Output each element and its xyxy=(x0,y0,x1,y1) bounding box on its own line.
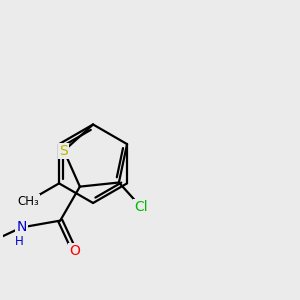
Text: S: S xyxy=(59,144,68,158)
Text: N: N xyxy=(16,220,27,234)
Text: H: H xyxy=(15,235,24,248)
Text: O: O xyxy=(69,244,80,258)
Text: Cl: Cl xyxy=(134,200,148,214)
Text: CH₃: CH₃ xyxy=(18,194,39,208)
